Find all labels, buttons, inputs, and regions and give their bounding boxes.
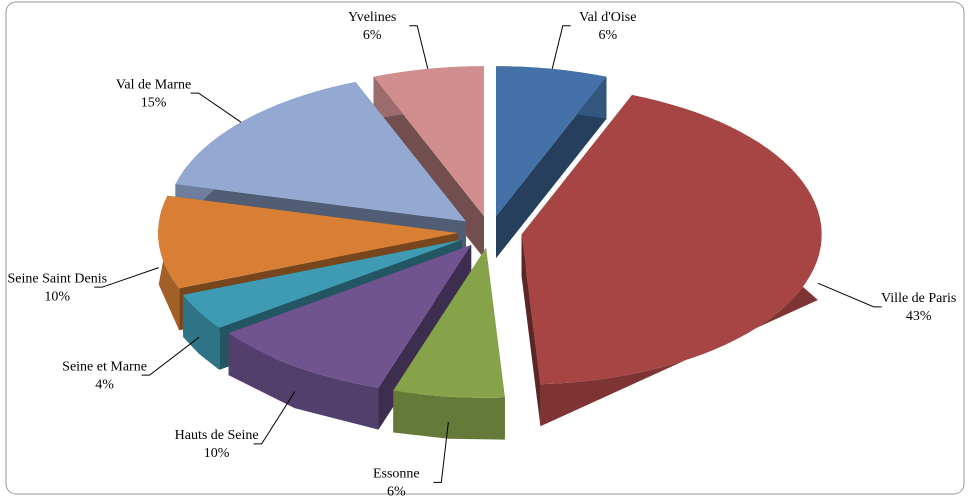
slice-value-label: 4% <box>95 377 114 392</box>
slice-label: Val de Marne <box>116 77 191 92</box>
slice <box>183 239 462 328</box>
leader-line <box>190 92 242 123</box>
slice-side <box>495 76 607 259</box>
slice-label: Ville de Paris <box>881 291 956 306</box>
slice-label: Val d'Oise <box>579 10 636 25</box>
leader-line <box>141 336 200 376</box>
slice-value-label: 15% <box>141 95 167 110</box>
leader-line <box>253 391 296 445</box>
slice-label: Yvelines <box>348 10 396 25</box>
slice <box>495 66 607 217</box>
pie <box>158 66 822 440</box>
leader-line <box>409 25 429 70</box>
slice <box>228 244 472 388</box>
slice-label: Essonne <box>373 467 420 482</box>
slice-value-label: 10% <box>44 289 70 304</box>
slice-value-label: 6% <box>387 485 406 499</box>
slice-wall <box>393 390 505 440</box>
leader-line <box>94 267 159 288</box>
slice-value-label: 10% <box>204 446 230 461</box>
labels: Val d'Oise 6% Yvelines 6% Val de Marne 15% Sei… <box>7 10 956 499</box>
slice-wall <box>228 333 379 430</box>
slice <box>373 66 485 217</box>
slice <box>393 247 505 398</box>
leader-line <box>817 282 882 308</box>
slice-wall <box>183 294 220 370</box>
slice-label: Hauts de Seine <box>175 428 259 443</box>
slice-label: Seine Saint Denis <box>7 271 107 286</box>
slice-value-label: 43% <box>906 309 932 324</box>
leader-line <box>551 25 571 70</box>
slice <box>158 195 459 289</box>
slice <box>175 82 466 222</box>
slice <box>521 95 822 385</box>
slice-value-label: 6% <box>598 28 617 43</box>
slice-value-label: 6% <box>363 28 382 43</box>
slice-side <box>521 234 541 427</box>
leader-line <box>433 421 449 483</box>
slice-label: Seine et Marne <box>62 359 147 374</box>
